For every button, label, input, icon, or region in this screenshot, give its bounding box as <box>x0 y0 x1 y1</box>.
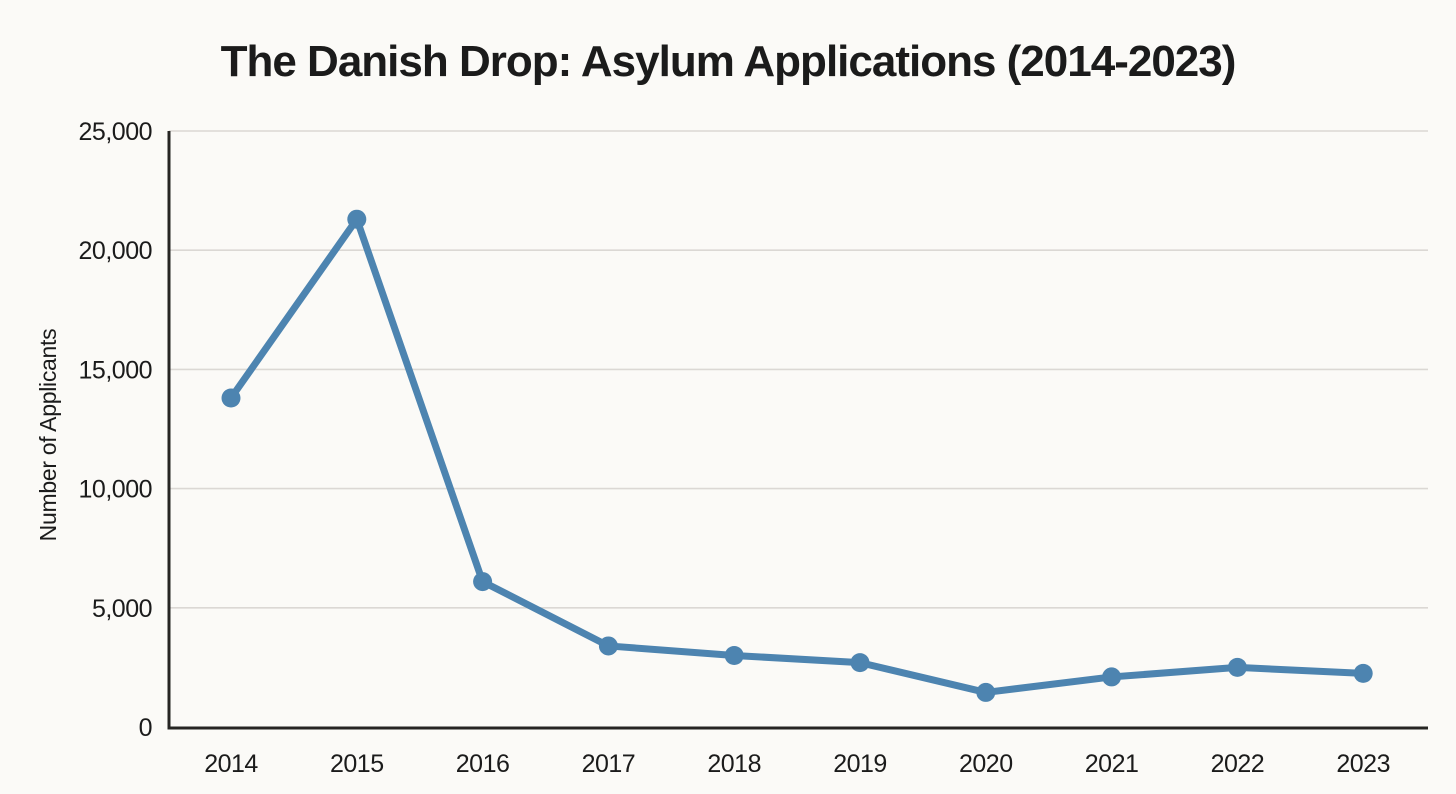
data-point-2023 <box>1353 663 1373 683</box>
data-point-2019 <box>850 653 870 673</box>
data-point-2018 <box>724 645 744 665</box>
y-tick-label-15000: 15,000 <box>79 356 152 384</box>
y-tick-label-0: 0 <box>139 714 152 742</box>
x-tick-label-2016: 2016 <box>456 750 510 778</box>
data-point-2016 <box>473 572 493 592</box>
data-point-2015 <box>347 209 367 229</box>
x-tick-label-2021: 2021 <box>1085 750 1139 778</box>
series-line <box>227 215 1367 696</box>
data-point-2014 <box>221 388 241 408</box>
x-tick-label-2019: 2019 <box>833 750 887 778</box>
x-tick-label-2015: 2015 <box>330 750 384 778</box>
x-tick-label-2023: 2023 <box>1336 750 1390 778</box>
gridlines <box>169 130 1428 609</box>
x-tick-label-2014: 2014 <box>204 750 258 778</box>
y-tick-label-5000: 5,000 <box>92 595 152 623</box>
x-tick-label-2018: 2018 <box>707 750 761 778</box>
data-series <box>221 209 1373 702</box>
chart-title: The Danish Drop: Asylum Applications (20… <box>221 37 1236 86</box>
x-tick-label-2022: 2022 <box>1211 750 1265 778</box>
data-point-2020 <box>976 682 996 702</box>
data-point-2022 <box>1227 657 1247 677</box>
y-tick-label-25000: 25,000 <box>79 118 152 146</box>
y-axis-label: Number of Applicants <box>35 329 61 542</box>
y-tick-label-10000: 10,000 <box>79 476 152 504</box>
axes <box>167 131 1428 730</box>
y-tick-label-20000: 20,000 <box>79 237 152 265</box>
data-point-2017 <box>598 636 618 656</box>
data-point-2021 <box>1102 667 1122 687</box>
x-tick-label-2017: 2017 <box>582 750 636 778</box>
tick-labels: 0 5,000 10,000 15,000 20,000 25,000 2014 2015 20… <box>79 118 1391 778</box>
x-tick-label-2020: 2020 <box>959 750 1013 778</box>
